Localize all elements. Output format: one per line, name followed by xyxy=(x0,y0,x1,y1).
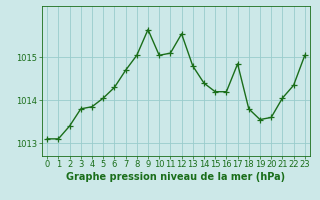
X-axis label: Graphe pression niveau de la mer (hPa): Graphe pression niveau de la mer (hPa) xyxy=(67,172,285,182)
